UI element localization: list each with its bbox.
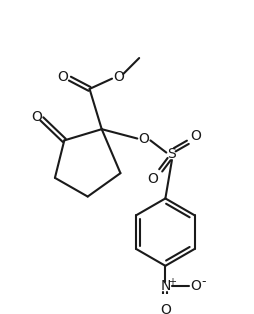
Text: N: N xyxy=(160,279,171,293)
Text: O: O xyxy=(147,172,158,186)
Text: O: O xyxy=(160,303,171,314)
Text: O: O xyxy=(190,279,201,293)
Text: O: O xyxy=(31,110,42,124)
Text: +: + xyxy=(168,277,176,287)
Text: O: O xyxy=(190,129,201,143)
Text: S: S xyxy=(168,148,176,161)
Text: -: - xyxy=(201,275,206,288)
Text: O: O xyxy=(113,70,124,84)
Text: O: O xyxy=(138,132,149,145)
Text: O: O xyxy=(57,70,68,84)
